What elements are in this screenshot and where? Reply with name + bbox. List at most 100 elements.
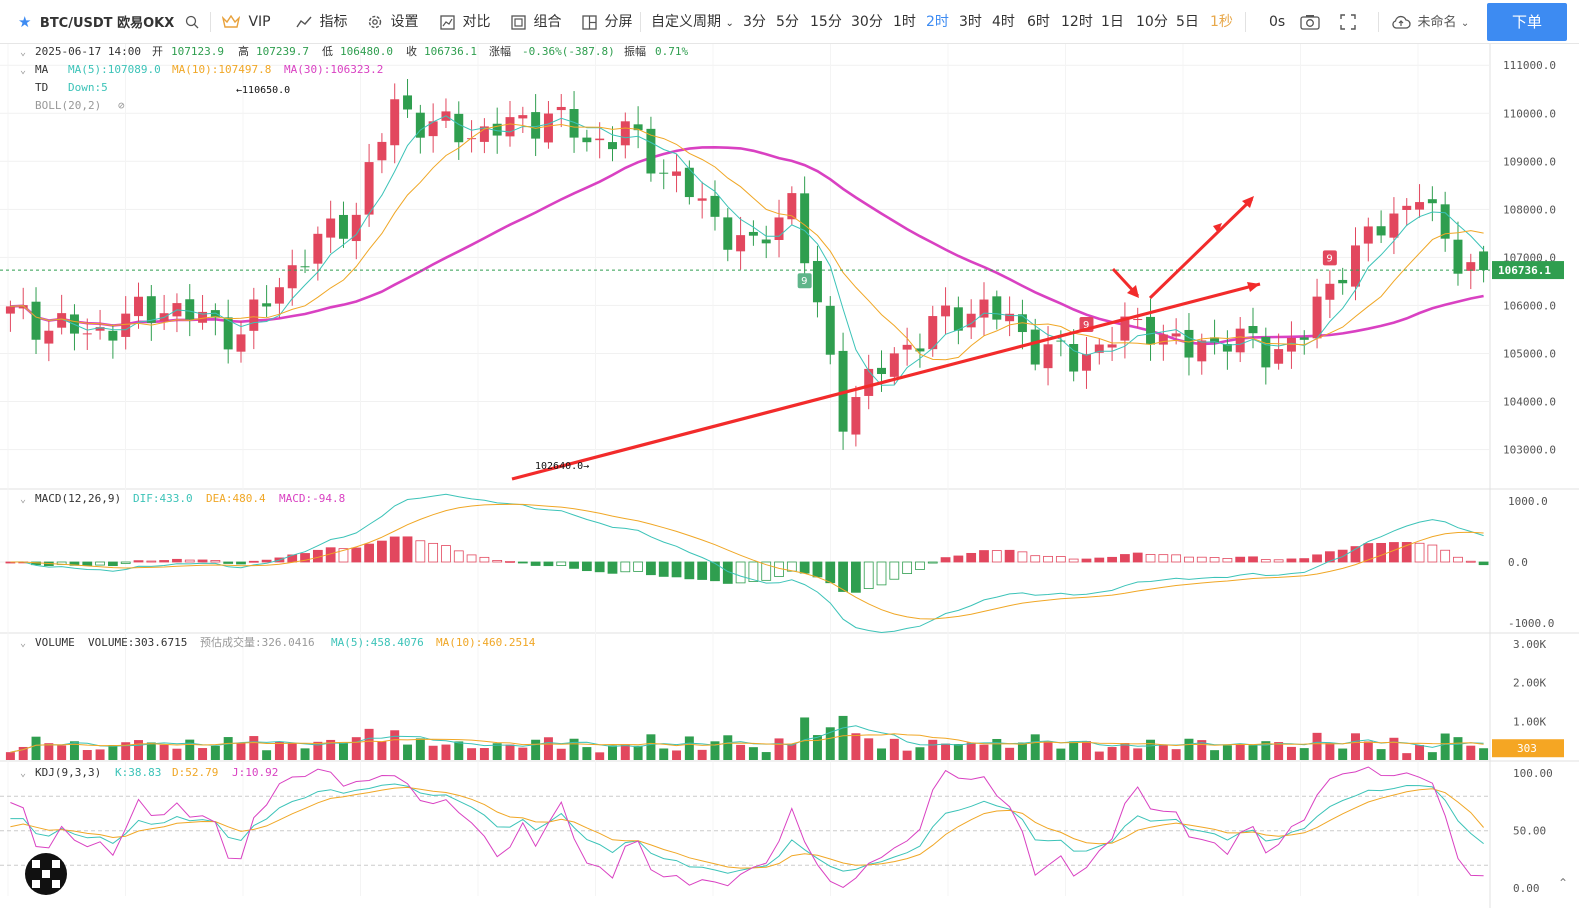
ohlc-collapse-icon[interactable]: ⌄ xyxy=(20,47,26,58)
candle-body xyxy=(249,299,259,331)
legend-open: 107123.9 xyxy=(171,45,224,58)
macd-histogram-bar xyxy=(710,561,720,582)
legend-amp: 0.71% xyxy=(655,45,688,58)
candle-body xyxy=(1299,337,1309,340)
settings-label: 设置 xyxy=(390,14,419,30)
period-2时[interactable]: 2时 xyxy=(926,14,949,30)
volume-bar xyxy=(146,742,156,760)
volume-bar xyxy=(57,745,67,760)
macd-histogram-bar xyxy=(159,560,170,563)
eye-hidden-icon[interactable]: ⊘ xyxy=(118,99,125,112)
volume-collapse-icon[interactable]: ⌄ xyxy=(20,638,26,649)
combine-button[interactable]: 组合 xyxy=(511,0,561,44)
volume-bar xyxy=(31,736,41,760)
macd-histogram-bar xyxy=(1260,559,1271,563)
macd-histogram-bar xyxy=(1055,556,1066,563)
period-5日[interactable]: 5日 xyxy=(1176,14,1199,30)
volume-bar xyxy=(287,743,297,760)
legend-amp-label: 振幅 xyxy=(624,44,646,58)
volume-bar xyxy=(1325,743,1335,760)
low-marker: 102640.0→ xyxy=(535,461,589,472)
volume-bar xyxy=(1030,734,1040,760)
compare-button[interactable]: 对比 xyxy=(440,0,490,44)
macd-histogram-bar xyxy=(1171,554,1182,563)
period-3分[interactable]: 3分 xyxy=(743,14,766,30)
period-12时[interactable]: 12时 xyxy=(1061,14,1093,30)
macd-histogram-bar xyxy=(876,561,887,586)
volume-bar xyxy=(659,748,669,760)
ma-collapse-icon[interactable]: ⌄ xyxy=(20,65,26,76)
volume-bar xyxy=(364,728,374,760)
candle-body xyxy=(505,117,515,137)
macd-histogram-bar xyxy=(223,561,234,564)
split-icon xyxy=(582,14,597,30)
volume-bar xyxy=(736,744,746,760)
candle-body xyxy=(928,316,938,350)
candle-body xyxy=(1069,343,1079,372)
period-5分[interactable]: 5分 xyxy=(776,14,799,30)
star-icon[interactable]: ★ xyxy=(18,13,32,31)
period-15分[interactable]: 15分 xyxy=(810,14,842,30)
candle-body xyxy=(582,137,592,143)
period-6时[interactable]: 6时 xyxy=(1027,14,1050,30)
candle-body xyxy=(1274,349,1284,364)
candle-body xyxy=(338,214,348,239)
kline-chart[interactable]: 1000.0 0.0 -1000.0 3.00K 2.00K 1.00K 303 100.… xyxy=(0,44,1579,908)
split-screen-button[interactable]: 分屏 xyxy=(582,0,632,44)
candlestick-series xyxy=(5,79,1489,450)
period-1时[interactable]: 1时 xyxy=(893,14,916,30)
period-10分[interactable]: 10分 xyxy=(1136,14,1168,30)
candle-body xyxy=(851,397,861,435)
macd-collapse-icon[interactable]: ⌄ xyxy=(20,494,26,505)
volume-bar xyxy=(1299,748,1309,760)
fullscreen-icon[interactable] xyxy=(1340,0,1356,44)
candle-body xyxy=(812,260,822,303)
candle-body xyxy=(364,162,374,215)
indicators-button[interactable]: 指标 xyxy=(296,0,347,44)
symbol-selector[interactable]: ★ BTC/USDT 欧易OKX xyxy=(18,0,174,44)
volume-bar xyxy=(185,739,195,760)
period-30分[interactable]: 30分 xyxy=(851,14,883,30)
candle-body xyxy=(185,299,195,320)
price-axis: 111000.0110000.0109000.0108000.0107000.0… xyxy=(0,59,1564,457)
candle-body xyxy=(915,348,925,352)
vip-label: VIP xyxy=(248,14,271,30)
macd-histogram-bar xyxy=(1401,542,1412,563)
layout-save-dropdown[interactable]: 未命名 ⌄ xyxy=(1391,0,1469,44)
settings-button[interactable]: 设置 xyxy=(367,0,418,44)
volume-bar xyxy=(1043,741,1053,760)
volume-bar xyxy=(415,738,425,760)
volume-bar xyxy=(505,744,515,760)
kdj-collapse-icon[interactable]: ⌄ xyxy=(20,768,26,779)
place-order-button[interactable]: 下单 xyxy=(1487,3,1567,41)
candle-body xyxy=(1235,328,1245,353)
volume-bar xyxy=(556,748,566,760)
period-1日[interactable]: 1日 xyxy=(1101,14,1124,30)
legend-high-label: 高 xyxy=(238,44,249,58)
period-4时[interactable]: 4时 xyxy=(992,14,1015,30)
candle-body xyxy=(774,217,784,240)
chevron-up-icon[interactable]: ⌃ xyxy=(1558,876,1568,890)
candle-body xyxy=(902,344,912,350)
td-marker-label: 9 xyxy=(1326,253,1332,264)
vip-button[interactable]: VIP xyxy=(221,0,271,44)
compare-icon xyxy=(440,14,455,30)
macd-histogram-bar xyxy=(1107,556,1117,563)
search-icon[interactable] xyxy=(185,0,199,44)
volume-bar xyxy=(1479,748,1489,760)
current-price-badge xyxy=(1492,261,1564,280)
period-3时[interactable]: 3时 xyxy=(959,14,982,30)
macd-histogram-bar xyxy=(210,560,221,563)
camera-icon[interactable] xyxy=(1300,0,1320,44)
volume-value: VOLUME:303.6715 xyxy=(88,636,187,649)
candle-body xyxy=(82,333,92,335)
price-tick: 105000.0 xyxy=(1503,347,1556,360)
period-1秒[interactable]: 1秒 xyxy=(1210,14,1233,30)
macd-histogram-bar xyxy=(671,561,682,578)
volume-bar xyxy=(672,750,682,760)
volume-bar xyxy=(428,745,438,760)
macd-histogram-bar xyxy=(505,560,515,563)
custom-period-dropdown[interactable]: 自定义周期 ⌄ xyxy=(651,0,734,44)
candle-body xyxy=(403,95,413,110)
okx-logo xyxy=(25,853,67,895)
